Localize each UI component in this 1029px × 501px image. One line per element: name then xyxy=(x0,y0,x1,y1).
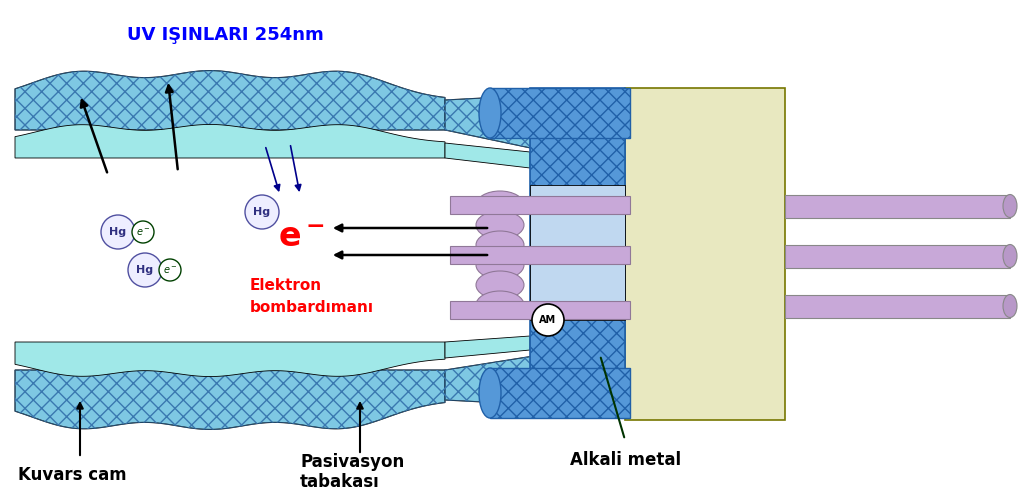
Ellipse shape xyxy=(480,368,501,418)
Polygon shape xyxy=(530,88,625,418)
Polygon shape xyxy=(530,185,625,320)
Polygon shape xyxy=(490,368,630,418)
Circle shape xyxy=(128,253,162,287)
Text: UV IŞINLARI 254nm: UV IŞINLARI 254nm xyxy=(127,26,323,44)
Polygon shape xyxy=(445,95,540,150)
Polygon shape xyxy=(450,246,630,264)
Polygon shape xyxy=(490,88,630,138)
Polygon shape xyxy=(15,124,445,158)
Polygon shape xyxy=(445,158,530,342)
Text: AM: AM xyxy=(539,315,557,325)
Polygon shape xyxy=(450,196,630,214)
Text: bombardımanı: bombardımanı xyxy=(250,301,374,316)
Text: $\mathbf{e^-}$: $\mathbf{e^-}$ xyxy=(279,221,325,255)
Polygon shape xyxy=(785,245,1010,268)
Polygon shape xyxy=(445,143,530,168)
Text: Elektron: Elektron xyxy=(250,278,322,293)
Polygon shape xyxy=(445,355,540,405)
Polygon shape xyxy=(15,342,445,377)
Text: $e^-$: $e^-$ xyxy=(163,265,177,276)
Ellipse shape xyxy=(476,291,524,319)
Polygon shape xyxy=(785,195,1010,218)
Circle shape xyxy=(101,215,135,249)
Ellipse shape xyxy=(476,231,524,259)
Ellipse shape xyxy=(1003,295,1017,318)
Text: Hg: Hg xyxy=(137,265,153,275)
Circle shape xyxy=(132,221,154,243)
Text: tabakası: tabakası xyxy=(300,473,380,491)
Polygon shape xyxy=(15,158,445,342)
Polygon shape xyxy=(445,336,530,358)
Circle shape xyxy=(532,304,564,336)
Circle shape xyxy=(245,195,279,229)
Ellipse shape xyxy=(480,88,501,138)
Text: Kuvars cam: Kuvars cam xyxy=(17,466,127,484)
Polygon shape xyxy=(625,88,785,420)
Ellipse shape xyxy=(476,251,524,279)
Ellipse shape xyxy=(476,271,524,299)
Text: Alkali metal: Alkali metal xyxy=(570,451,681,469)
Polygon shape xyxy=(15,71,445,130)
Ellipse shape xyxy=(1003,194,1017,217)
Polygon shape xyxy=(450,301,630,319)
Text: Hg: Hg xyxy=(253,207,271,217)
Polygon shape xyxy=(785,295,1010,318)
Text: Pasivasyon: Pasivasyon xyxy=(300,453,404,471)
Text: Hg: Hg xyxy=(109,227,127,237)
Ellipse shape xyxy=(476,211,524,239)
Text: $e^-$: $e^-$ xyxy=(136,226,150,237)
Ellipse shape xyxy=(476,191,524,219)
Circle shape xyxy=(159,259,181,281)
Polygon shape xyxy=(15,370,445,429)
Ellipse shape xyxy=(1003,244,1017,268)
